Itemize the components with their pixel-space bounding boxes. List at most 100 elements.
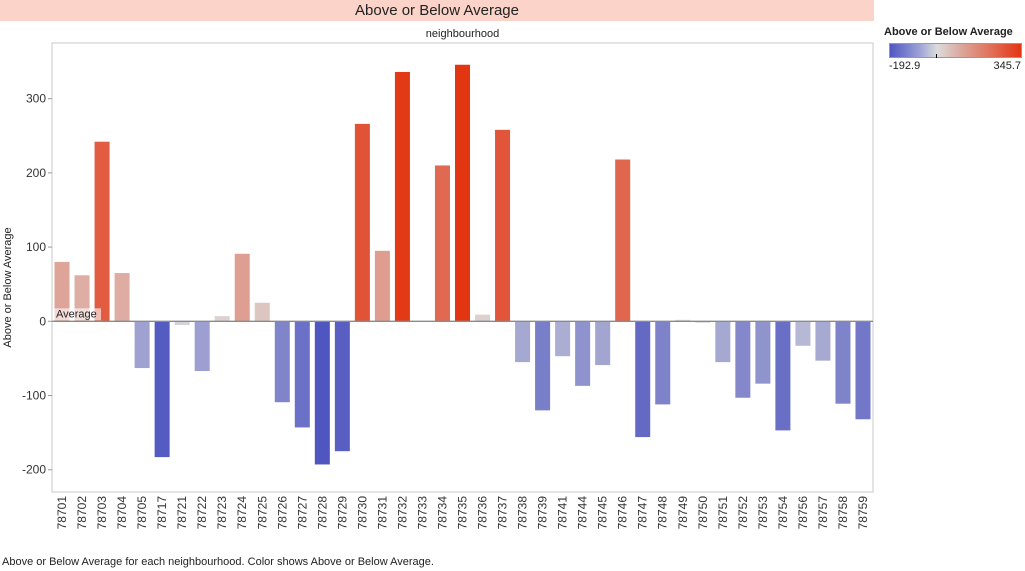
x-tick-label: 78738	[516, 496, 530, 530]
bar	[635, 321, 651, 438]
bar	[835, 321, 851, 404]
bar	[54, 261, 70, 322]
x-tick-label: 78747	[636, 496, 650, 530]
bar	[555, 321, 571, 357]
x-tick-label: 78751	[716, 496, 730, 530]
bar	[655, 321, 671, 405]
x-tick-label: 78749	[676, 496, 690, 530]
color-legend: Above or Below Average -192.9 345.7	[884, 26, 1024, 72]
bar	[795, 321, 811, 346]
bar	[434, 165, 450, 322]
bar-chart: neighbourhood Above or Below Average -200 -…	[2, 28, 874, 530]
x-tick-label: 78748	[656, 496, 670, 530]
bar	[174, 321, 190, 326]
y-tick-label: 300	[26, 92, 46, 106]
bar	[294, 321, 310, 428]
bar	[194, 321, 210, 372]
x-tick-label: 78703	[95, 496, 109, 530]
x-tick-label: 78729	[335, 496, 349, 530]
bar	[715, 321, 731, 363]
x-tick-label: 78746	[616, 496, 630, 530]
average-label-bg	[53, 308, 101, 321]
x-tick-label: 78735	[456, 496, 470, 530]
x-tick-label: 78727	[295, 496, 309, 530]
bar	[535, 321, 551, 411]
x-tick-label: 78732	[395, 496, 409, 530]
bar	[254, 302, 270, 322]
y-tick-label: -200	[22, 463, 46, 477]
x-tick-label: 78734	[435, 496, 449, 530]
x-tick-label: 78723	[215, 496, 229, 530]
legend-title: Above or Below Average	[884, 26, 1013, 38]
legend-color-ramp	[889, 43, 1022, 58]
x-tick-label: 78754	[776, 496, 790, 530]
x-tick-label: 78733	[415, 496, 429, 530]
x-tick-label: 78704	[115, 496, 129, 530]
x-tick-label: 78737	[496, 496, 510, 530]
bar	[475, 314, 491, 322]
x-tick-label: 78717	[155, 496, 169, 530]
x-tick-label: 78753	[756, 496, 770, 530]
x-tick-label: 78745	[596, 496, 610, 530]
bar	[735, 321, 751, 398]
x-tick-label: 78752	[736, 496, 750, 530]
x-tick-label: 78721	[175, 496, 189, 530]
y-axis-label: Above or Below Average	[2, 227, 14, 347]
x-tick-label: 78739	[536, 496, 550, 530]
bar	[154, 321, 170, 458]
dashboard-title: Above or Below Average	[0, 0, 874, 21]
x-tick-label: 78756	[796, 496, 810, 530]
bar	[354, 123, 370, 322]
column-header: neighbourhood	[426, 28, 499, 40]
x-tick-label: 78731	[375, 496, 389, 530]
bar	[675, 319, 691, 322]
bar	[755, 321, 771, 384]
x-tick-label: 78724	[235, 496, 249, 530]
y-tick-label: 200	[26, 166, 46, 180]
chart-caption: Above or Below Average for each neighbou…	[2, 556, 434, 568]
bar	[695, 321, 711, 323]
x-tick-label: 78705	[135, 496, 149, 530]
x-tick-label: 78728	[315, 496, 329, 530]
x-tick-label: 78757	[816, 496, 830, 530]
bar	[615, 159, 631, 322]
x-tick-label: 78759	[856, 496, 870, 530]
bar	[214, 316, 230, 322]
y-tick-label: 100	[26, 240, 46, 254]
x-tick-label: 78736	[476, 496, 490, 530]
x-tick-label: 78702	[75, 496, 89, 530]
bar	[394, 71, 410, 322]
bar	[575, 321, 591, 386]
bar	[815, 321, 831, 361]
x-tick-label: 78725	[255, 496, 269, 530]
bar	[114, 273, 130, 322]
x-tick-label: 78726	[275, 496, 289, 530]
x-tick-label: 78758	[836, 496, 850, 530]
average-label: Average	[56, 308, 97, 320]
bar	[855, 321, 871, 420]
legend-min-label: -192.9	[889, 60, 921, 72]
bar	[775, 321, 791, 431]
bar	[595, 321, 611, 366]
x-tick-label: 78741	[556, 496, 570, 530]
bar	[94, 141, 110, 322]
bar	[334, 321, 350, 452]
bar	[495, 129, 511, 322]
x-tick-label: 78722	[195, 496, 209, 530]
bar	[274, 321, 290, 403]
legend-max-label: 345.7	[993, 60, 1021, 72]
x-tick-label: 78701	[55, 496, 69, 530]
y-tick-label: 0	[39, 314, 46, 328]
x-tick-label: 78744	[576, 496, 590, 530]
plot-frame	[51, 42, 874, 493]
x-tick-label: 78730	[355, 496, 369, 530]
legend-zero-tick	[936, 54, 937, 58]
x-tick-label: 78750	[696, 496, 710, 530]
bar	[374, 250, 390, 322]
bar	[234, 253, 250, 322]
bar	[314, 321, 330, 465]
bar	[454, 64, 471, 322]
bar	[515, 321, 531, 363]
bar	[134, 321, 150, 369]
y-tick-label: -100	[22, 389, 46, 403]
